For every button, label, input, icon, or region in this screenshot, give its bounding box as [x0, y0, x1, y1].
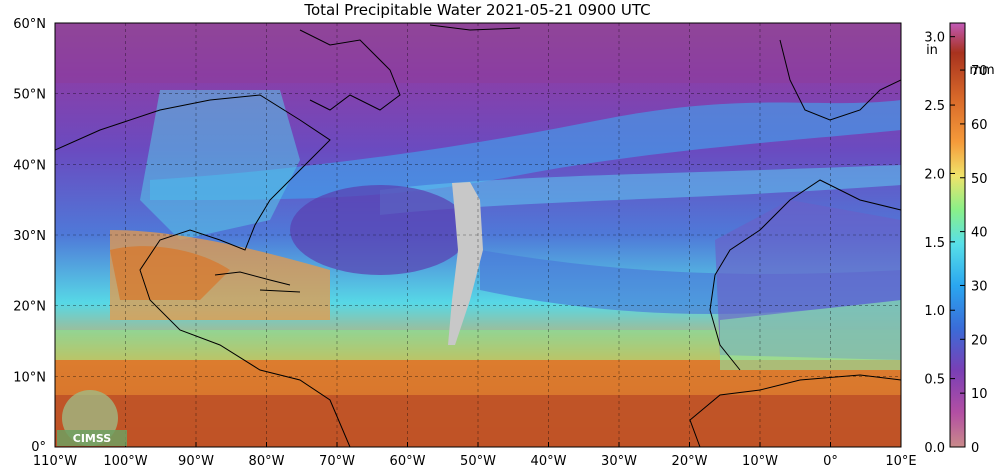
lat-label: 0°	[31, 440, 46, 455]
lat-label: 10°N	[13, 370, 46, 385]
map-grid	[55, 23, 901, 447]
colorbar-in-tick: 2.5	[924, 99, 945, 114]
lon-label: 30°W	[601, 454, 637, 469]
lon-label: 10°W	[742, 454, 778, 469]
lon-label: 70°W	[319, 454, 355, 469]
lon-label: 40°W	[531, 454, 567, 469]
lat-label: 20°N	[13, 300, 46, 315]
colorbar-mm-tick: 10	[971, 387, 988, 402]
lon-label: 60°W	[390, 454, 426, 469]
cimss-logo: CIMSS	[57, 390, 127, 446]
lat-label: 60°N	[13, 17, 46, 32]
lon-label: 20°W	[672, 454, 708, 469]
colorbar-in-ticks: 3.0 2.5 2.0 1.5 1.0 0.5 0.0	[924, 31, 955, 456]
colorbar-in-tick: 0.0	[924, 441, 945, 456]
logo-text: CIMSS	[73, 432, 112, 445]
lat-label: 50°N	[13, 88, 46, 103]
missing-data-swath	[448, 182, 483, 345]
lat-label: 40°N	[13, 158, 46, 173]
lon-label: 0°	[823, 454, 838, 469]
colorbar-mm-tick: 30	[971, 279, 988, 294]
colorbar-mm-tick: 20	[971, 333, 988, 348]
colorbar-gradient	[949, 22, 966, 448]
tpw-field	[55, 23, 901, 447]
colorbar-in-tick: 1.5	[924, 236, 945, 251]
colorbar-mm-tick: 0	[971, 441, 979, 456]
lon-label: 100°W	[103, 454, 147, 469]
latitude-labels: 60°N 50°N 40°N 30°N 20°N 10°N 0°	[13, 17, 46, 455]
lon-label: 50°W	[460, 454, 496, 469]
colorbar-in-tick: 1.0	[924, 304, 945, 319]
colorbar-in-tick: 3.0	[924, 31, 945, 46]
colorbar-in-tick: 0.5	[924, 373, 945, 388]
colorbar-in-tick: 2.0	[924, 167, 945, 182]
colorbar-mm-tick: 70	[971, 64, 988, 79]
colorbar-mm-tick: 50	[971, 172, 988, 187]
lon-label: 90°W	[178, 454, 214, 469]
colorbar-in-unit: in	[926, 43, 938, 58]
colorbar-mm-ticks: 70 60 50 40 30 20 10 0	[960, 64, 988, 456]
colorbar: in mm 3.0 2.5 2.0 1.5 1.0 0.5 0.0 70 60 50 40 30 20…	[924, 22, 995, 456]
lon-label: 80°W	[249, 454, 285, 469]
colorbar-mm-unit: mm	[969, 63, 994, 78]
lon-label: 110°W	[33, 454, 77, 469]
lon-label: 10°E	[885, 454, 916, 469]
lat-label: 30°N	[13, 229, 46, 244]
colorbar-mm-tick: 40	[971, 226, 988, 241]
map-title: Total Precipitable Water 2021-05-21 0900…	[304, 1, 651, 19]
colorbar-mm-tick: 60	[971, 118, 988, 133]
longitude-labels: 110°W 100°W 90°W 80°W 70°W 60°W 50°W 40°W 30°W 20…	[33, 442, 917, 469]
